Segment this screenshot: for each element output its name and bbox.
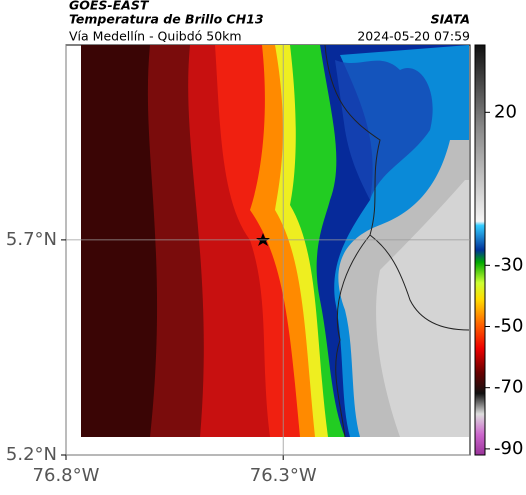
x-tick-label: 76.8°W	[33, 465, 100, 486]
y-tick-label: 5.7°N	[6, 229, 57, 250]
source: GOES-EAST	[69, 0, 150, 13]
title: Temperatura de Brillo CH13	[69, 12, 264, 27]
colorbar-tick-label: 20	[494, 101, 517, 122]
colorbar-tick-label: -50	[494, 315, 523, 336]
route: Vía Medellín - Quibdó 50km	[69, 29, 242, 44]
y-tick-label: 5.2°N	[6, 444, 57, 465]
x-tick-label: 76.3°W	[250, 465, 317, 486]
colorbar-tick-label: -30	[494, 254, 523, 275]
colorbar-tick-label: -90	[494, 438, 523, 459]
colorbar	[474, 44, 486, 456]
imagery	[81, 45, 469, 437]
org: SIATA	[431, 12, 470, 27]
colorbar-tick-label: -70	[494, 377, 523, 398]
datetime: 2024-05-20 07:59	[357, 29, 470, 44]
